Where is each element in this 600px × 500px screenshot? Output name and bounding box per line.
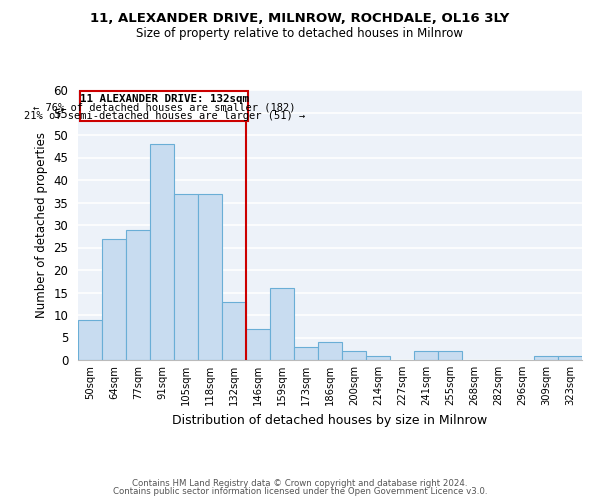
Bar	[318, 342, 342, 360]
Text: 11 ALEXANDER DRIVE: 132sqm: 11 ALEXANDER DRIVE: 132sqm	[80, 94, 249, 104]
Bar	[222, 302, 246, 360]
Text: Contains HM Land Registry data © Crown copyright and database right 2024.: Contains HM Land Registry data © Crown c…	[132, 478, 468, 488]
Bar	[150, 144, 174, 360]
Text: 21% of semi-detached houses are larger (51) →: 21% of semi-detached houses are larger (…	[24, 110, 305, 120]
Text: Contains public sector information licensed under the Open Government Licence v3: Contains public sector information licen…	[113, 487, 487, 496]
Bar	[270, 288, 294, 360]
Bar	[342, 351, 366, 360]
Bar	[438, 351, 462, 360]
X-axis label: Distribution of detached houses by size in Milnrow: Distribution of detached houses by size …	[172, 414, 488, 426]
Bar	[534, 356, 558, 360]
Bar	[102, 238, 126, 360]
Bar	[174, 194, 198, 360]
Text: 11, ALEXANDER DRIVE, MILNROW, ROCHDALE, OL16 3LY: 11, ALEXANDER DRIVE, MILNROW, ROCHDALE, …	[91, 12, 509, 26]
Bar	[198, 194, 222, 360]
Bar	[366, 356, 390, 360]
Bar	[126, 230, 150, 360]
Y-axis label: Number of detached properties: Number of detached properties	[35, 132, 48, 318]
Bar	[78, 320, 102, 360]
Bar	[414, 351, 438, 360]
Bar	[294, 346, 318, 360]
Text: Size of property relative to detached houses in Milnrow: Size of property relative to detached ho…	[137, 28, 464, 40]
Bar	[246, 328, 270, 360]
FancyBboxPatch shape	[80, 92, 248, 120]
Text: ← 76% of detached houses are smaller (182): ← 76% of detached houses are smaller (18…	[33, 102, 296, 113]
Bar	[558, 356, 582, 360]
